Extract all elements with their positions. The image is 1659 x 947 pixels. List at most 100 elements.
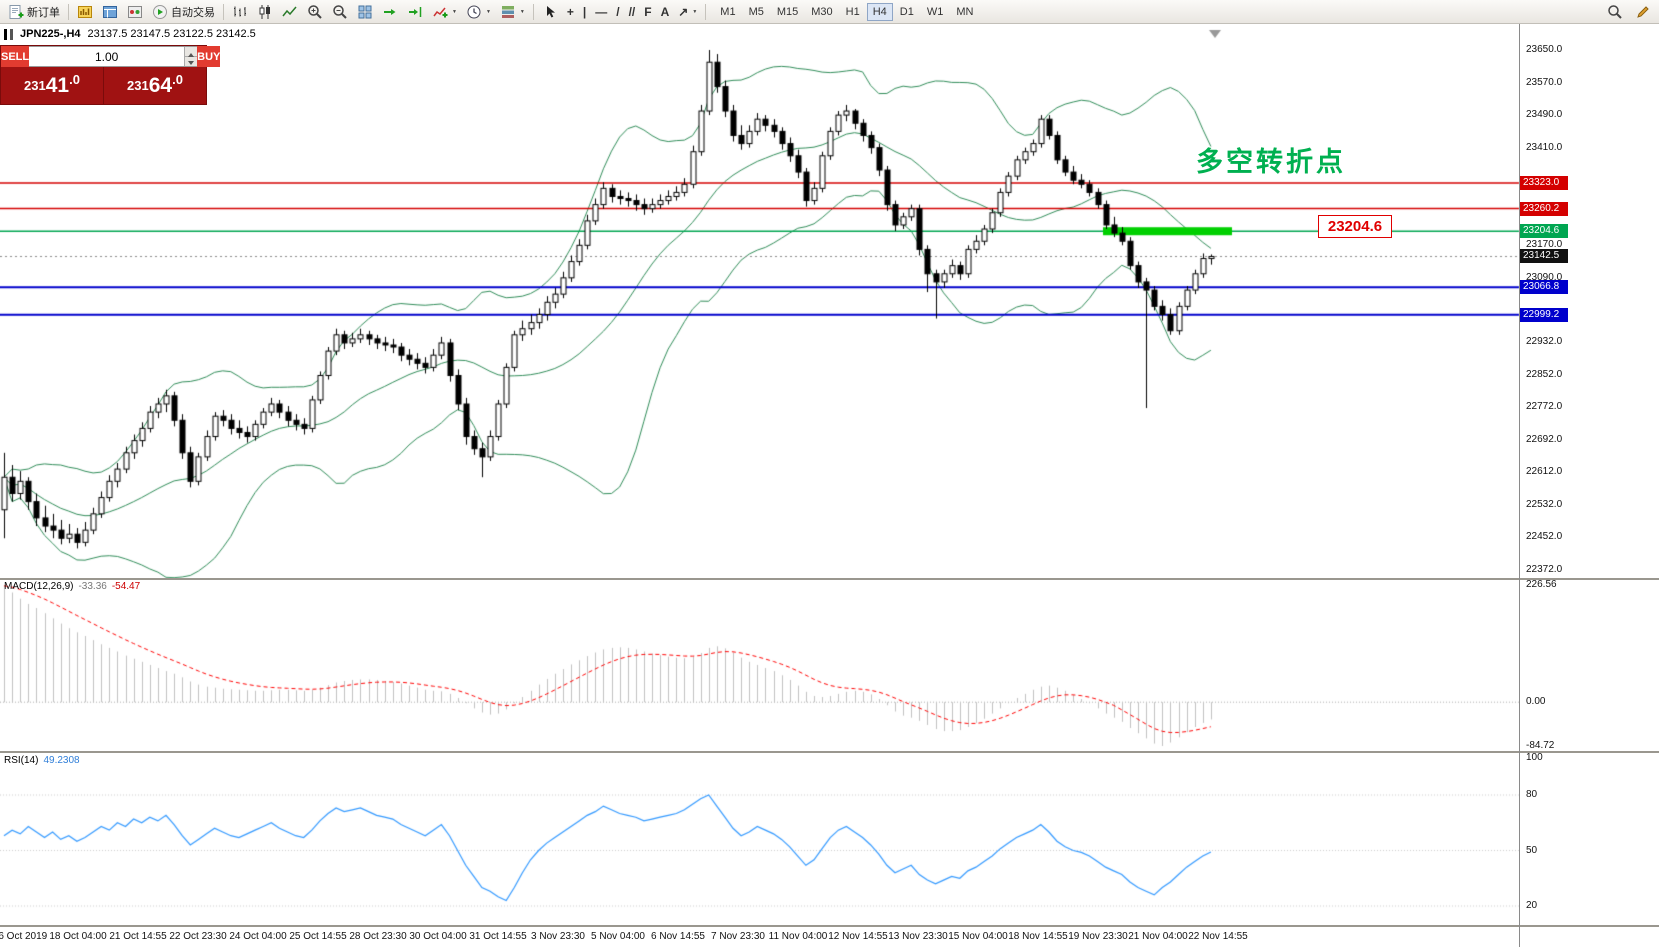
text-icon: A	[660, 4, 670, 19]
edit-button[interactable]	[1631, 2, 1655, 22]
crosshair-button[interactable]: +	[563, 2, 578, 22]
sell-price-prefix: 231	[24, 78, 46, 93]
arrows-button[interactable]: ↗ ▼	[674, 2, 701, 22]
price-axis-label: 23410.0	[1526, 141, 1563, 153]
panel-divider[interactable]	[0, 751, 1659, 753]
autotrading-label: 自动交易	[171, 6, 215, 19]
fibonacci-button[interactable]: F	[640, 2, 655, 22]
search-icon	[1608, 4, 1622, 19]
price-callout-label[interactable]: 23204.6	[1318, 215, 1392, 238]
current-price-tag: 23142.5	[1520, 249, 1568, 264]
time-axis-label: 30 Oct 04:00	[409, 931, 467, 942]
macd-axis-label: -84.72	[1526, 740, 1555, 751]
volume-increase-button[interactable]	[184, 47, 198, 57]
horizontal-line-button[interactable]: —	[591, 2, 611, 22]
sell-button[interactable]: SELL	[1, 46, 30, 67]
macd-axis-label: 0.00	[1526, 696, 1546, 708]
candlestick-button[interactable]	[253, 2, 277, 22]
price-axis-label: 22852.0	[1526, 368, 1563, 380]
bar-chart-icon	[234, 6, 246, 16]
tile-windows-icon	[358, 5, 372, 18]
navigator-icon	[128, 5, 142, 18]
chevron-down-icon: ▼	[485, 8, 491, 15]
line-chart-button[interactable]	[278, 2, 302, 22]
timeframe-button-m15[interactable]: M15	[771, 3, 804, 21]
new-order-button[interactable]: 新订单	[4, 2, 64, 22]
price-level-tag: 22999.2	[1520, 307, 1568, 322]
line-chart-icon	[282, 6, 297, 16]
chart-shift-icon	[409, 6, 422, 17]
buy-price-frac: .0	[172, 72, 183, 87]
text-button[interactable]: A	[657, 2, 674, 22]
timeframe-button-m1[interactable]: M1	[714, 3, 741, 21]
panel-divider[interactable]	[0, 578, 1659, 580]
turning-point-annotation[interactable]: 多空转折点	[1196, 147, 1346, 177]
time-axis-label: 7 Nov 23:30	[711, 931, 765, 942]
auto-scroll-button[interactable]	[378, 2, 402, 22]
navigator-button[interactable]	[123, 2, 147, 22]
channel-icon: //	[628, 4, 636, 19]
time-axis-label: 6 Nov 14:55	[651, 931, 705, 942]
volume-stepper	[184, 47, 198, 66]
volume-input[interactable]	[29, 47, 185, 66]
indicators-button[interactable]: ▼	[428, 2, 461, 22]
cursor-button[interactable]	[538, 2, 562, 22]
new-order-label: 新订单	[27, 6, 60, 19]
time-axis-label: 28 Oct 23:30	[349, 931, 407, 942]
rsi-axis-label: 20	[1526, 900, 1538, 911]
macd-signal-value: -54.47	[111, 581, 141, 592]
sell-price-pips: 41	[45, 74, 70, 97]
price-axis-label: 22532.0	[1526, 498, 1563, 510]
price-axis-label: 23490.0	[1526, 109, 1563, 121]
data-window-button[interactable]	[98, 2, 122, 22]
timeframe-button-d1[interactable]: D1	[894, 3, 920, 21]
zoom-out-icon	[333, 4, 347, 19]
bar-chart-button[interactable]	[228, 2, 252, 22]
rsi-indicator-label: RSI(14) 49.2308	[4, 755, 80, 766]
indicators-icon	[433, 7, 448, 17]
chart-shift-button[interactable]	[403, 2, 427, 22]
panel-divider	[0, 925, 1659, 927]
timeframe-button-w1[interactable]: W1	[921, 3, 950, 21]
vertical-line-button[interactable]: |	[579, 2, 590, 22]
search-button[interactable]	[1603, 2, 1627, 22]
templates-icon	[501, 5, 514, 18]
templates-button[interactable]: ▼	[496, 2, 529, 22]
symbol-title: JPN225-,H4	[20, 28, 81, 40]
time-axis-label: 22 Oct 23:30	[169, 931, 227, 942]
buy-price[interactable]: 231 64.0	[104, 67, 206, 104]
toolbar-right-group	[1603, 2, 1655, 22]
timeframe-button-mn[interactable]: MN	[950, 3, 979, 21]
tile-windows-button[interactable]	[353, 2, 377, 22]
price-axis-label: 22932.0	[1526, 336, 1563, 348]
autotrading-button[interactable]: 自动交易	[148, 2, 219, 22]
zoom-in-button[interactable]	[303, 2, 327, 22]
timeframe-button-m30[interactable]: M30	[805, 3, 838, 21]
rsi-axis-label: 50	[1526, 844, 1538, 856]
zoom-out-button[interactable]	[328, 2, 352, 22]
arrows-icon: ↗	[678, 4, 689, 19]
time-axis-label: 18 Nov 14:55	[1008, 931, 1068, 942]
sell-price[interactable]: 231 41.0	[1, 67, 104, 104]
volume-decrease-button[interactable]	[184, 57, 198, 66]
time-axis-label: 24 Oct 04:00	[229, 931, 287, 942]
macd-axis-label: 226.56	[1526, 579, 1557, 590]
symbol-ohlc: 23137.5 23147.5 23122.5 23142.5	[87, 28, 256, 40]
timeframe-button-h4[interactable]: H4	[866, 2, 893, 21]
time-axis-label: 25 Oct 14:55	[289, 931, 347, 942]
trendline-icon: /	[616, 4, 620, 19]
periods-button[interactable]: ▼	[462, 2, 495, 22]
timeframe-button-m5[interactable]: M5	[743, 3, 770, 21]
bid-ask-display: 231 41.0 231 64.0	[1, 67, 206, 104]
channel-button[interactable]: //	[625, 2, 640, 22]
trendline-button[interactable]: /	[612, 2, 623, 22]
price-axis-label: 23650.0	[1526, 44, 1563, 55]
market-watch-button[interactable]	[73, 2, 97, 22]
fibonacci-icon: F	[644, 4, 652, 19]
buy-button[interactable]: BUY	[197, 46, 221, 67]
toolbar: 新订单 自动交易 ▼ ▼ ▼ + | — / // F A ↗ ▼ M1 M5 M15…	[0, 0, 1659, 24]
timeframe-button-h1[interactable]: H1	[840, 3, 866, 21]
price-level-tag: 23323.0	[1520, 176, 1568, 191]
